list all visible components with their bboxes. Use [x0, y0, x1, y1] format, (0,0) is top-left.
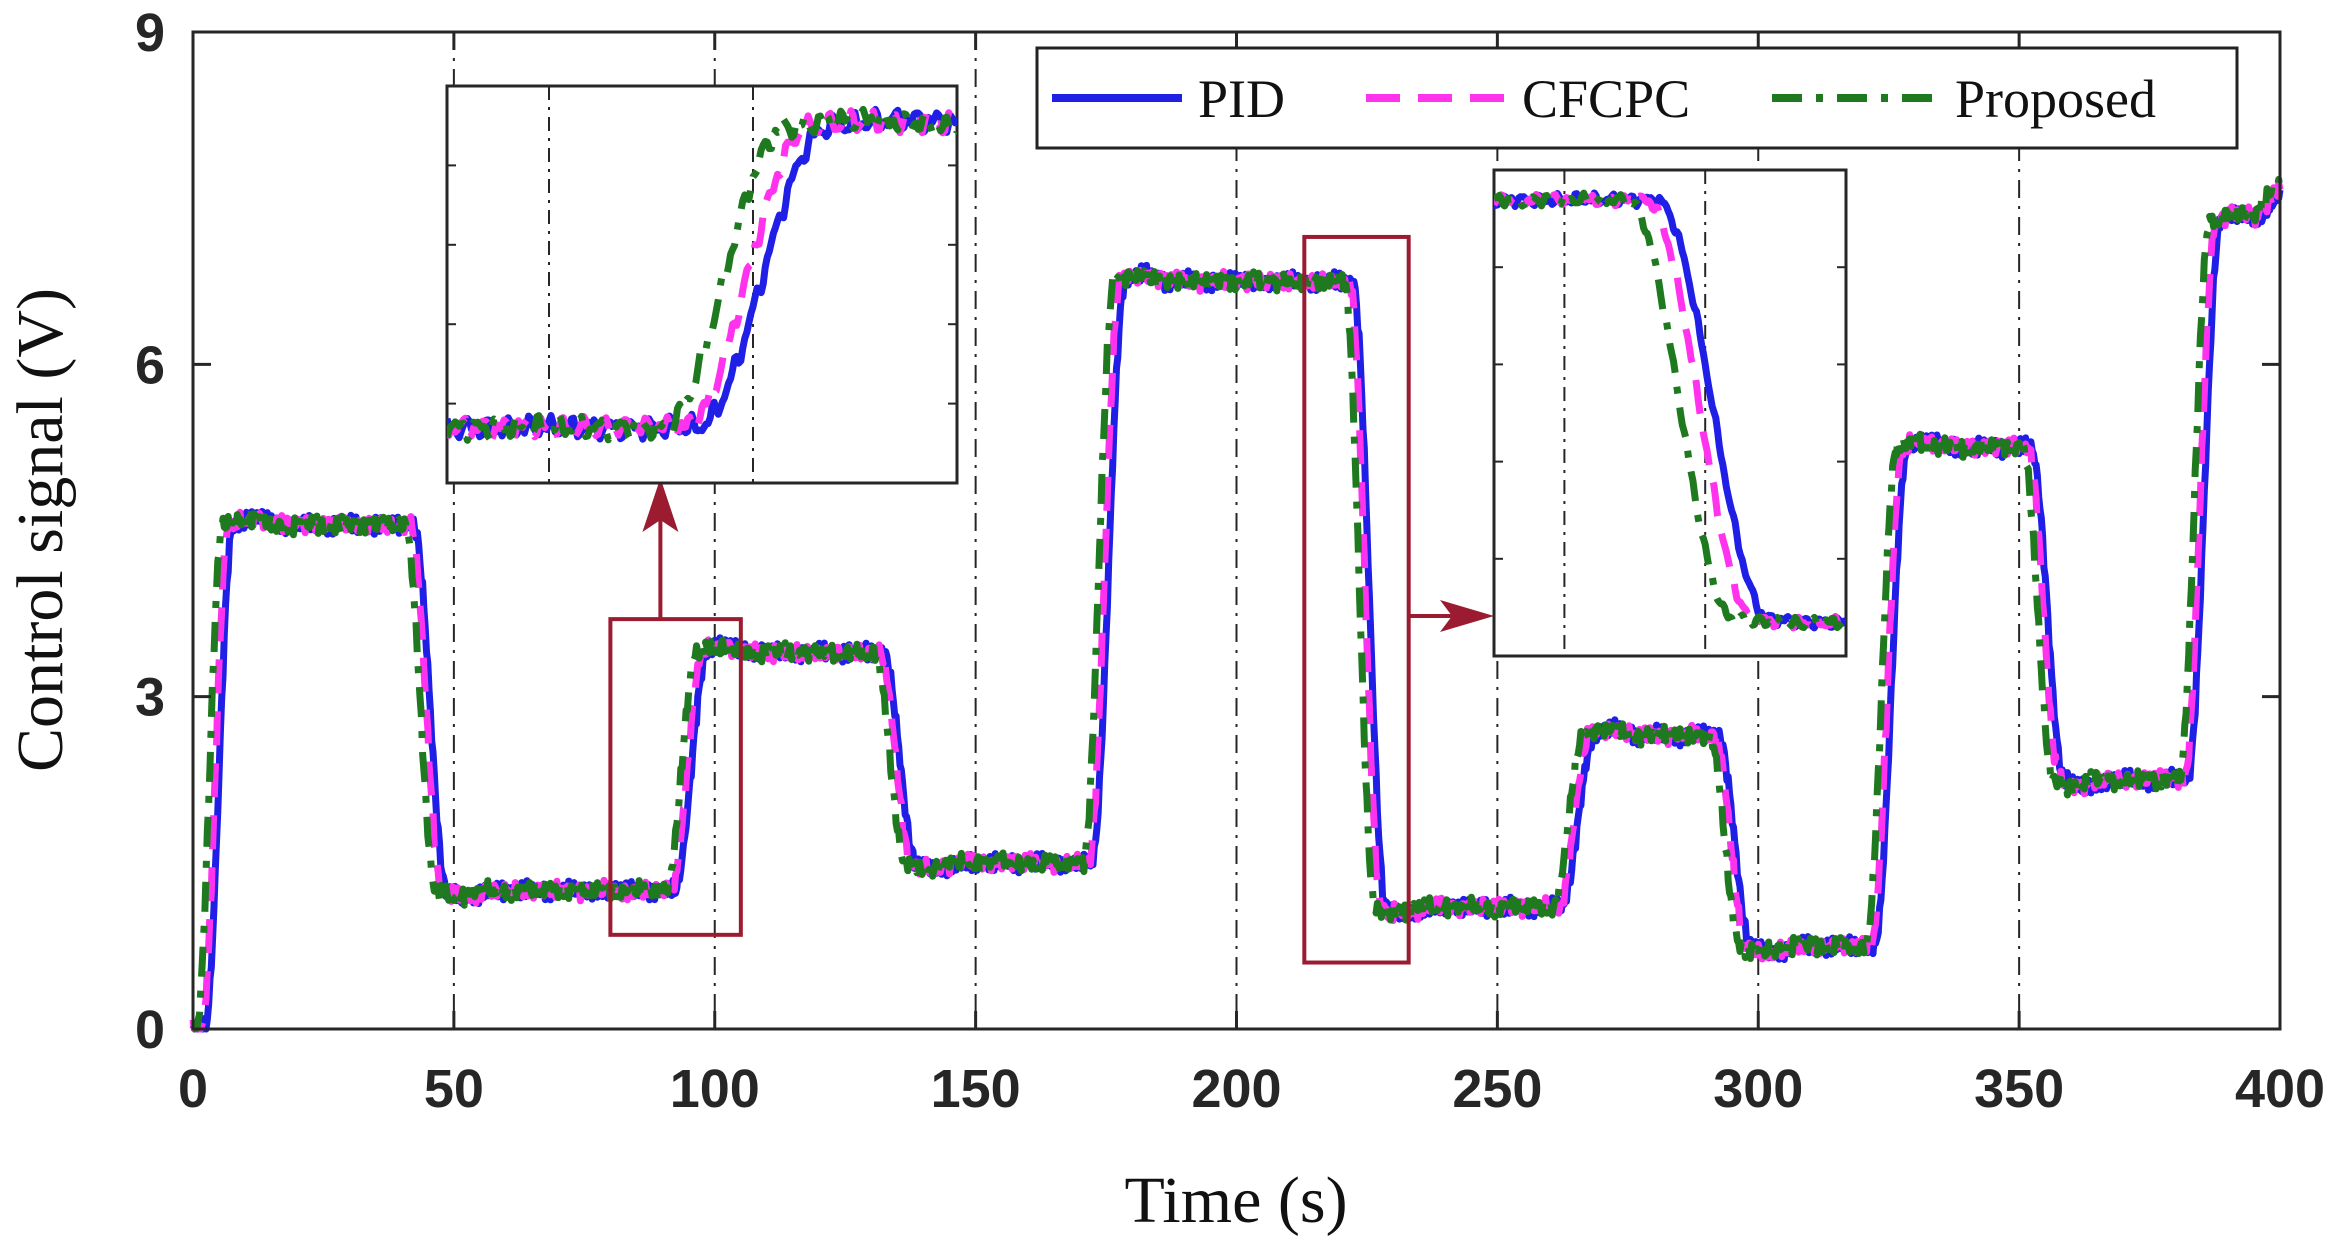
- x-tick-label-250: 250: [1452, 1059, 1542, 1119]
- x-tick-label-150: 150: [931, 1059, 1021, 1119]
- series-line-proposed: [190, 175, 2284, 1033]
- y-tick-label-9: 9: [135, 3, 165, 63]
- zoom-box-1: [608, 617, 743, 937]
- inset-plots: [445, 84, 1848, 658]
- y-axis-title: Control signal (V): [4, 288, 77, 772]
- legend-box: [1035, 46, 2239, 150]
- axis-ticks: 0 50 100 150 200 250 300 350 400 0 3 6 9: [135, 3, 2325, 1119]
- inset-1-line-proposed: [447, 105, 957, 444]
- inset-2-line-cfcpc: [1494, 191, 1846, 632]
- y-tick-label-0: 0: [135, 1000, 165, 1060]
- inset-2: [1492, 168, 1848, 658]
- legend: PID CFCPC Proposed: [1035, 46, 2239, 150]
- y-tick-label-3: 3: [135, 668, 165, 728]
- zoom-box-2: [1302, 234, 1411, 965]
- y-tick-label-6: 6: [135, 335, 165, 395]
- x-axis-title: Time (s): [1124, 1164, 1347, 1237]
- x-tick-label-50: 50: [424, 1059, 484, 1119]
- x-tick-label-400: 400: [2235, 1059, 2325, 1119]
- zoom-arrow-1-head: [642, 478, 679, 532]
- zoom-annotations: [608, 234, 1494, 965]
- x-tick-label-350: 350: [1974, 1059, 2064, 1119]
- x-tick-label-200: 200: [1191, 1059, 1281, 1119]
- legend-label-proposed: Proposed: [1955, 69, 2156, 129]
- x-tick-label-300: 300: [1713, 1059, 1803, 1119]
- legend-label-cfcpc: CFCPC: [1522, 69, 1690, 129]
- legend-label-pid: PID: [1198, 69, 1285, 129]
- inset-1: [445, 84, 959, 485]
- zoom-arrow-2-head: [1440, 600, 1494, 632]
- series-layer: [189, 175, 2284, 1033]
- inset-2-line-proposed: [1494, 189, 1846, 632]
- inset-2-line-pid: [1494, 189, 1846, 632]
- x-tick-label-0: 0: [178, 1059, 208, 1119]
- x-tick-label-100: 100: [670, 1059, 760, 1119]
